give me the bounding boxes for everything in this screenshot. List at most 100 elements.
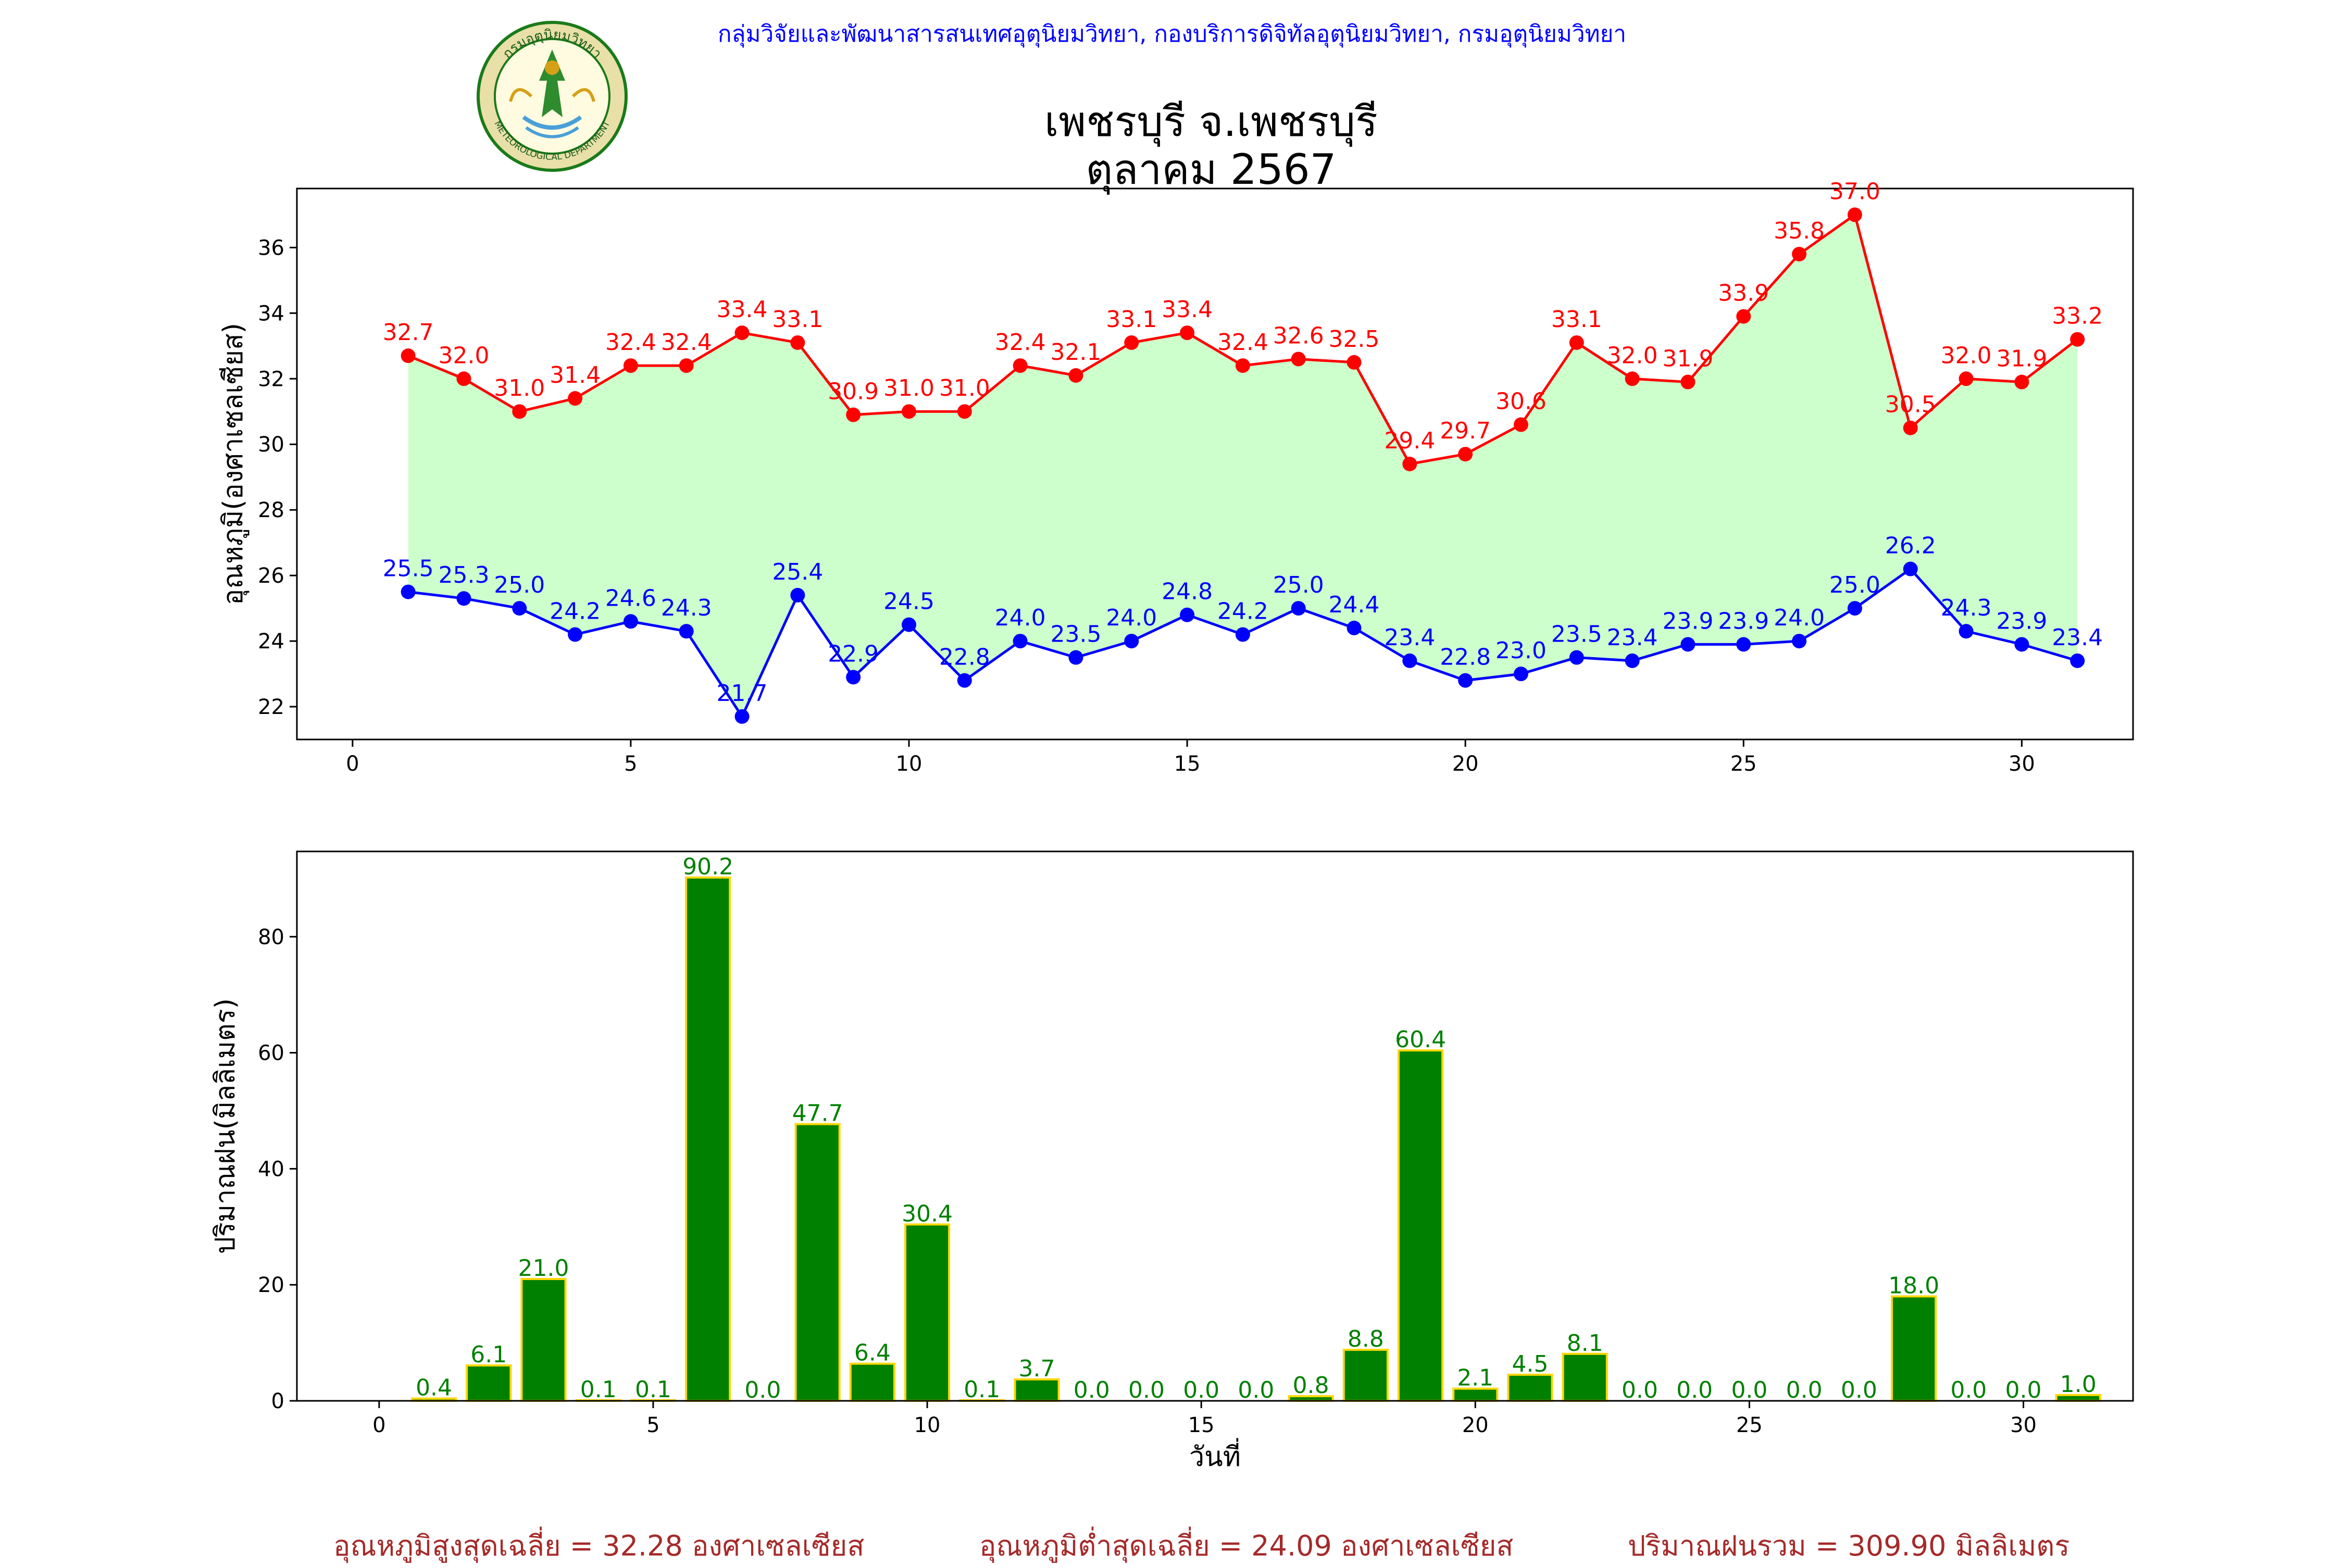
rain-data-label: 18.0 [1888,1272,1939,1299]
rain-data-label: 60.4 [1395,1026,1446,1053]
max-temp-data-label: 29.4 [1384,428,1435,454]
rain-x-tick-label: 10 [914,1413,941,1437]
max-temp-point [1346,355,1362,370]
rain-data-label: 0.0 [744,1377,781,1403]
max-temp-data-label: 31.0 [939,375,990,402]
chart-title-period: ตุลาคม 2567 [1086,145,1337,194]
rain-data-label: 1.0 [2060,1371,2097,1398]
max-temp-data-label: 29.7 [1440,418,1491,444]
rain-data-label: 0.0 [2005,1377,2042,1403]
max-temp-point [568,391,583,406]
max-temp-data-label: 31.0 [883,375,934,402]
max-temp-point [456,371,471,386]
min-temp-data-label: 24.0 [1774,605,1825,631]
min-temp-data-label: 23.5 [1050,621,1101,648]
temp-plot-frame [296,187,2134,741]
max-temp-point [1792,246,1807,261]
min-temp-data-label: 22.8 [939,644,990,671]
max-temp-data-label: 32.0 [438,342,489,369]
max-temp-point [1124,335,1139,350]
summary-avg-min-temp: อุณหภูมิต่ำสุดเฉลี่ย = 24.09 องศาเซลเซีย… [979,1529,1514,1562]
max-temp-point [1180,325,1195,341]
max-temp-data-label: 37.0 [1829,178,1880,205]
rain-data-label: 21.0 [518,1255,569,1282]
max-temp-data-label: 32.1 [1050,339,1101,366]
rain-data-label: 90.2 [682,854,733,880]
min-temp-data-label: 25.0 [1273,572,1324,598]
max-temp-point [1847,207,1862,222]
temp-x-tick-label: 25 [1730,752,1757,776]
min-temp-data-label: 24.8 [1162,579,1213,605]
max-temp-point [1291,352,1306,367]
min-temp-data-label: 24.3 [1941,595,1992,621]
min-temp-point [1291,601,1306,616]
rain-bar [466,1364,512,1402]
max-temp-point [623,358,638,373]
rain-data-label: 6.4 [854,1340,891,1366]
min-temp-point [846,670,861,685]
rain-y-axis-label: ปริมาณฝน(มิลลิเมตร) [210,998,241,1254]
rain-data-label: 0.0 [1786,1377,1823,1403]
max-temp-point [790,335,805,350]
max-temp-data-label: 33.2 [2052,303,2103,330]
max-temp-point [1680,374,1695,390]
temp-x-tick-label: 30 [2009,752,2035,776]
organization-header: กลุ่มวิจัยและพัฒนาสารสนเทศอุตุนิยมวิทยา,… [717,21,1627,47]
max-temp-point [734,325,750,341]
min-temp-point [902,617,916,632]
min-temp-data-label: 24.0 [1106,605,1157,631]
max-temp-data-label: 32.4 [995,329,1046,356]
min-temp-point [790,587,805,603]
temp-y-tick-label: 34 [258,302,284,325]
temperature-chart: 0 5 10 15 20 25 30 22 24 26 28 30 32 34 36 อุณหภูมิ(องศ… [218,178,2134,776]
min-temp-data-label: 24.3 [661,595,712,621]
max-temp-point [679,358,694,373]
temp-y-tick-label: 32 [258,367,284,391]
max-temp-point [512,404,527,419]
temp-y-tick-label: 22 [258,695,284,719]
max-temp-data-label: 33.9 [1718,280,1769,307]
max-temp-data-label: 32.4 [605,329,656,356]
rain-x-axis-label: วันที่ [1189,1438,1241,1473]
rain-data-label: 0.8 [1293,1372,1329,1399]
max-temp-data-label: 32.0 [1941,342,1992,369]
rain-y-tick-label: 20 [258,1273,284,1297]
min-temp-point [1959,624,1974,639]
rain-y-tick-label: 60 [258,1042,284,1065]
rain-data-label: 0.4 [416,1375,452,1401]
min-temp-point [1346,620,1362,635]
rain-data-label: 0.0 [1238,1377,1274,1403]
min-temp-point [734,709,750,724]
rain-x-tick-label: 30 [2010,1413,2037,1437]
summary-avg-max-temp: อุณหภูมิสูงสุดเฉลี่ย = 32.28 องศาเซลเซีย… [333,1529,865,1562]
rain-bar [1891,1295,1937,1402]
rain-data-label: 0.0 [1676,1377,1713,1403]
min-temp-data-label: 25.5 [383,556,434,582]
rain-data-label: 0.0 [1622,1377,1658,1403]
max-temp-point [1514,417,1528,432]
rain-data-label: 2.1 [1457,1365,1493,1391]
max-temp-data-label: 31.0 [494,375,545,402]
max-temp-data-label: 31.4 [550,362,601,388]
max-temp-point [1903,420,1918,435]
min-temp-point [456,591,471,606]
min-temp-data-label: 24.4 [1329,592,1380,618]
rain-data-label: 0.0 [1128,1377,1165,1403]
min-temp-point [1625,653,1640,668]
temp-x-tick-label: 0 [346,752,359,776]
min-temp-point [1458,673,1473,688]
min-temp-point [1013,634,1028,649]
max-temp-data-label: 33.4 [717,296,768,323]
rain-bar [1398,1049,1444,1402]
min-temp-point [957,673,972,688]
min-temp-data-label: 21.7 [717,680,768,707]
min-temp-data-label: 23.9 [1718,608,1769,634]
rain-data-label: 30.4 [902,1200,953,1227]
chart-title-station: เพชรบุรี จ.เพชรบุรี [1044,97,1378,146]
min-temp-data-label: 23.5 [1551,621,1602,648]
max-temp-data-label: 32.4 [661,329,712,356]
min-temp-point [1124,634,1139,649]
max-temp-data-label: 33.4 [1162,296,1213,323]
rain-data-label: 8.8 [1348,1326,1384,1352]
